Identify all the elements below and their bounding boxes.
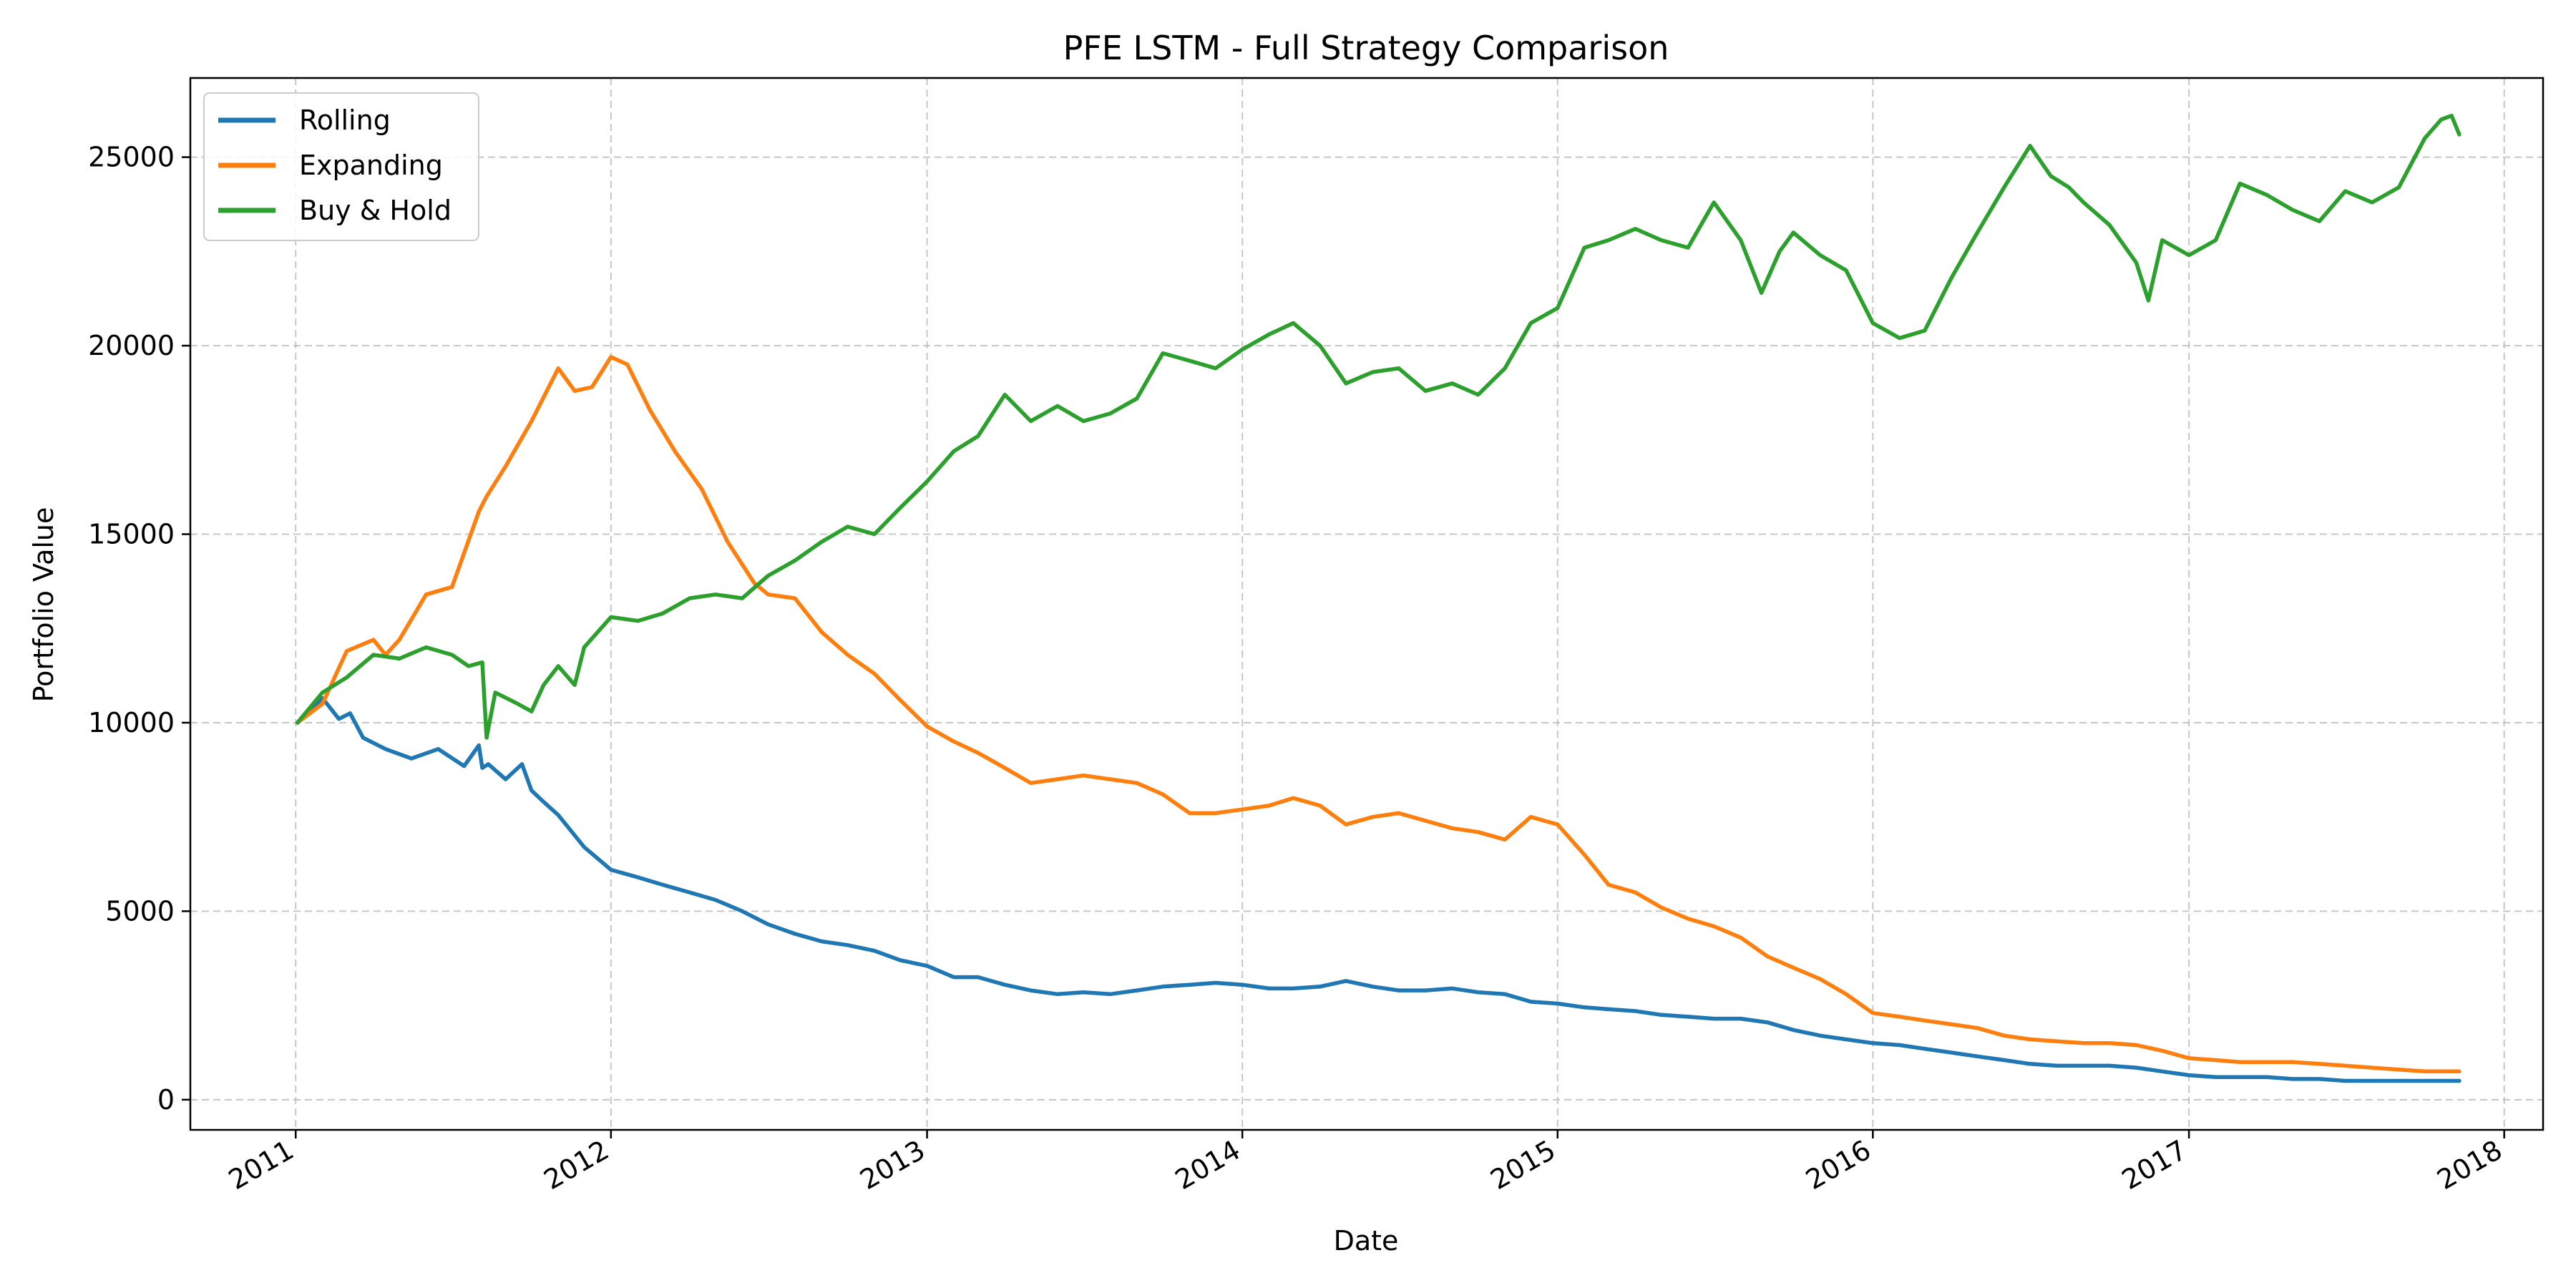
y-tick-label: 25000 bbox=[88, 142, 175, 173]
plot-area-frame bbox=[189, 77, 2545, 1131]
legend-box bbox=[203, 92, 479, 241]
y-tick-label: 10000 bbox=[88, 707, 175, 738]
chart-title: PFE LSTM - Full Strategy Comparison bbox=[1063, 29, 1669, 67]
series-line-rolling bbox=[295, 696, 2462, 1083]
y-axis: 0 5000 10000 15000 20000 25000 bbox=[88, 142, 190, 1116]
data-series bbox=[295, 113, 2462, 1083]
series-line-buy-hold bbox=[295, 113, 2462, 740]
y-tick-label: 15000 bbox=[88, 519, 175, 550]
legend-label-buy-hold: Buy & Hold bbox=[299, 195, 452, 226]
legend-label-rolling: Rolling bbox=[299, 104, 391, 136]
x-axis-label: Date bbox=[1334, 1225, 1399, 1257]
legend-label-expanding: Expanding bbox=[299, 150, 443, 181]
y-tick-label: 5000 bbox=[105, 895, 175, 927]
y-tick-label: 0 bbox=[157, 1084, 175, 1116]
grid-lines bbox=[190, 78, 2543, 1130]
y-axis-label: Portfolio Value bbox=[28, 507, 59, 703]
y-tick-label: 20000 bbox=[88, 330, 175, 361]
legend: Rolling Expanding Buy & Hold bbox=[203, 92, 479, 241]
series-line-expanding bbox=[295, 355, 2462, 1074]
